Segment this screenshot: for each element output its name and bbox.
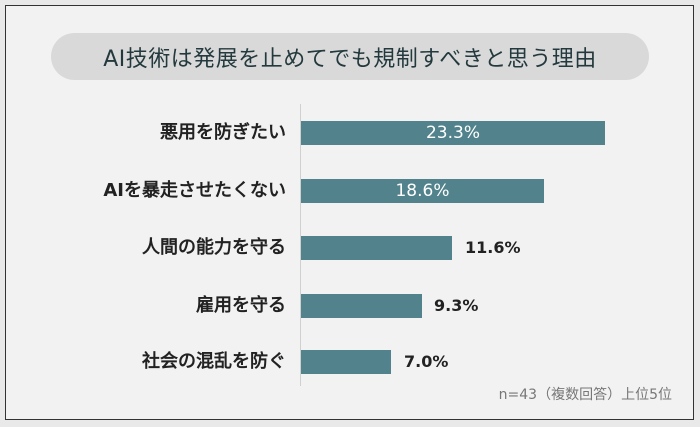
bar: 23.3%: [301, 121, 605, 145]
category-label: 雇用を守る: [196, 295, 286, 316]
value-label: 11.6%: [465, 238, 521, 257]
bar: [301, 236, 452, 260]
bar-row: AIを暴走させたくない 18.6%: [0, 179, 700, 203]
bar: [301, 350, 391, 374]
bar-row: 人間の能力を守る 11.6%: [0, 236, 700, 260]
value-label: 9.3%: [434, 296, 479, 315]
bar: 18.6%: [301, 179, 544, 203]
category-label: AIを暴走させたくない: [103, 180, 286, 201]
sample-note: n=43（複数回答）上位5位: [498, 387, 672, 403]
value-label: 7.0%: [404, 352, 449, 371]
value-label: 23.3%: [425, 123, 480, 143]
y-axis-line: [300, 104, 301, 386]
bar-row: 社会の混乱を防ぐ 7.0%: [0, 350, 700, 374]
bar-row: 雇用を守る 9.3%: [0, 294, 700, 318]
value-label: 18.6%: [395, 181, 450, 201]
chart-title: AI技術は発展を止めてでも規制すべきと思う理由: [51, 33, 649, 80]
category-label: 悪用を防ぎたい: [160, 122, 286, 143]
bar: [301, 294, 422, 318]
category-label: 社会の混乱を防ぐ: [142, 351, 286, 372]
bar-row: 悪用を防ぎたい 23.3%: [0, 121, 700, 145]
category-label: 人間の能力を守る: [142, 237, 286, 258]
